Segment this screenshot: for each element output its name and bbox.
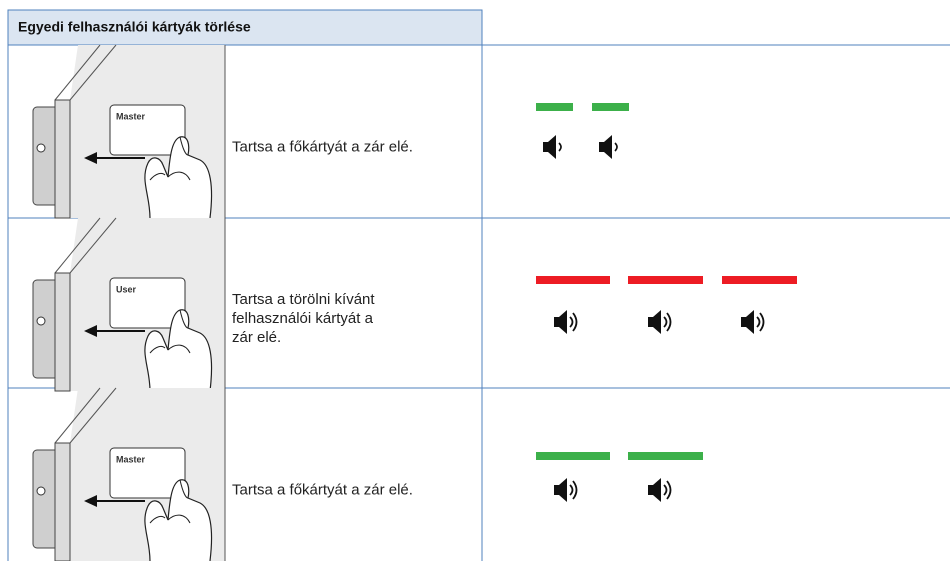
beep-short bbox=[543, 135, 562, 159]
instruction: Tartsa a főkártyát a zár elé. bbox=[232, 481, 413, 498]
beep-long bbox=[554, 478, 578, 502]
led-red bbox=[722, 276, 797, 284]
instruction-line: zár elé. bbox=[232, 329, 281, 346]
illustration: Master bbox=[32, 387, 226, 561]
instruction-line: Tartsa a törölni kívánt bbox=[232, 291, 375, 308]
instruction-line: felhasználói kártyát a bbox=[232, 310, 374, 327]
beep-long bbox=[648, 310, 672, 334]
illustration: User bbox=[32, 217, 226, 392]
header-cell bbox=[7, 9, 483, 46]
beep-long bbox=[554, 310, 578, 334]
beep-long bbox=[741, 310, 765, 334]
card-label: User bbox=[116, 284, 137, 294]
led-green bbox=[592, 103, 629, 111]
led-red bbox=[536, 276, 610, 284]
instruction: Tartsa a törölni kívánt felhasználói kárt… bbox=[232, 291, 375, 346]
instruction-line: Tartsa a főkártyát a zár elé. bbox=[232, 481, 413, 498]
illustration: Master bbox=[32, 44, 226, 219]
led-red bbox=[628, 276, 703, 284]
card-label: Master bbox=[116, 454, 146, 464]
led-green bbox=[536, 103, 573, 111]
header-title: Egyedi felhasználói kártyák törlése bbox=[18, 19, 251, 35]
instruction: Tartsa a főkártyát a zár elé. bbox=[232, 138, 413, 155]
beep-long bbox=[648, 478, 672, 502]
beep-short bbox=[599, 135, 618, 159]
instruction-line: Tartsa a főkártyát a zár elé. bbox=[232, 138, 413, 155]
card-label: Master bbox=[116, 111, 146, 121]
led-green bbox=[536, 452, 610, 460]
led-green bbox=[628, 452, 703, 460]
